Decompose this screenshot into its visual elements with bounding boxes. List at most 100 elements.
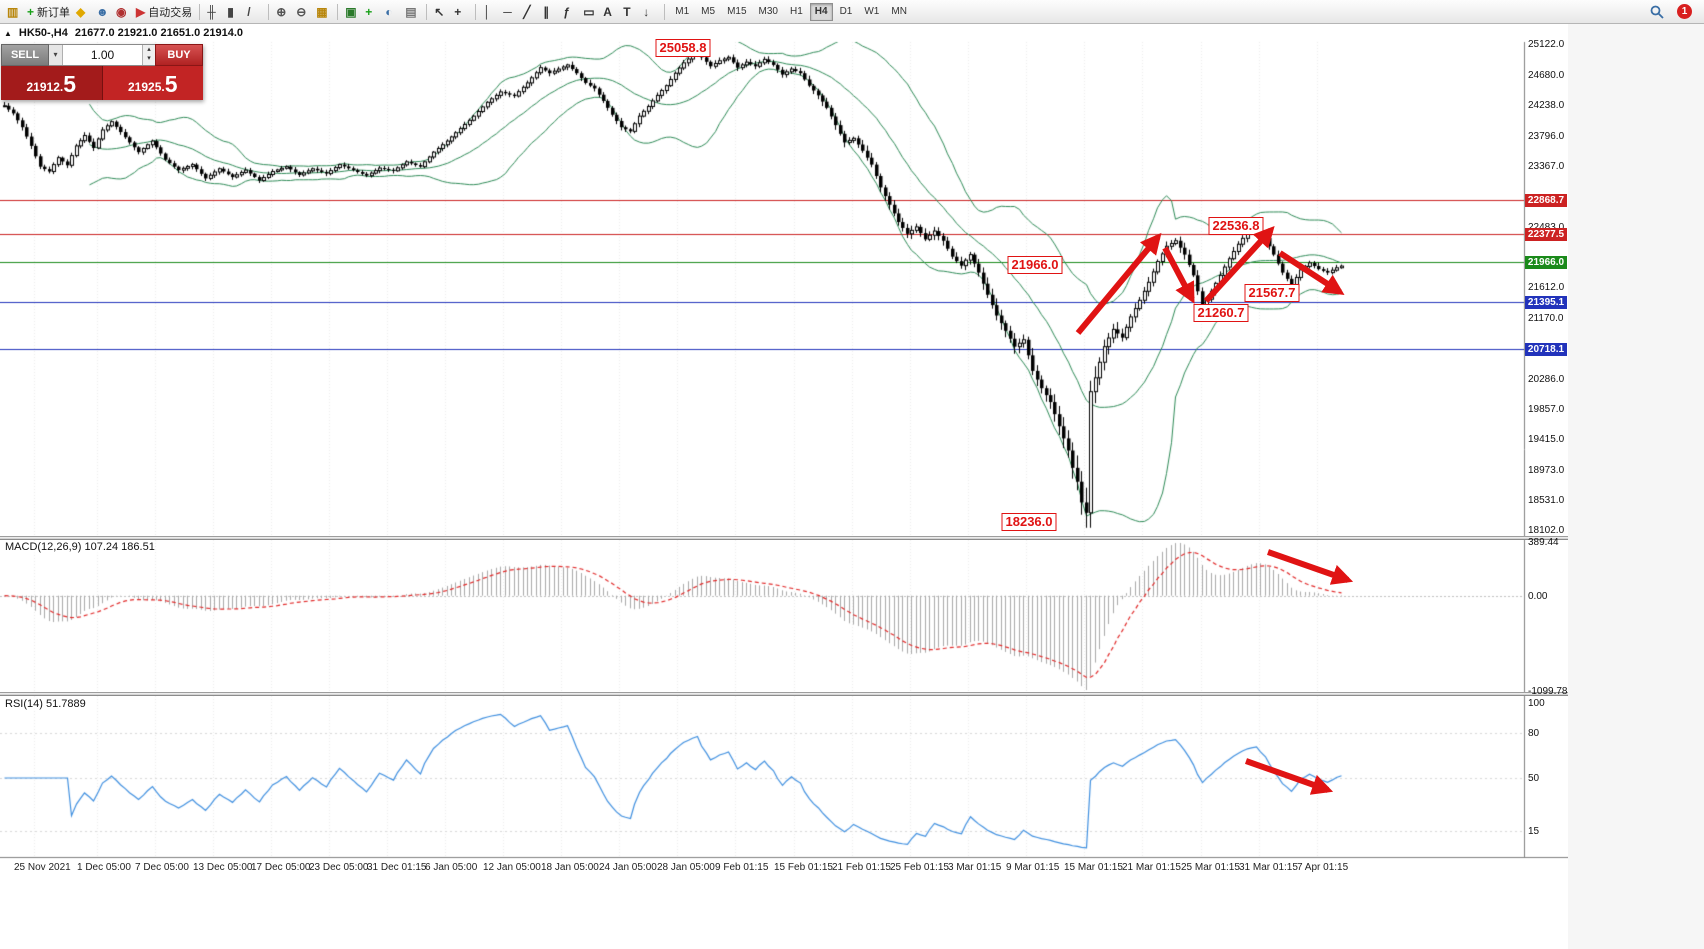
buy-button[interactable]: BUY xyxy=(155,44,203,66)
indicators-icon: + xyxy=(365,4,373,19)
chart-canvas[interactable] xyxy=(0,24,1568,949)
profiles-icon: ☻ xyxy=(96,4,109,19)
crosshair-button[interactable]: + xyxy=(451,2,471,22)
price-line-badge: 21395.1 xyxy=(1525,296,1567,310)
macd-pane-divider[interactable] xyxy=(0,536,1568,540)
lot-up-icon[interactable]: ▴ xyxy=(147,46,151,53)
new-chart-button[interactable]: ▥ xyxy=(4,2,24,22)
search-icon xyxy=(1650,5,1664,19)
tf-m5-button[interactable]: M5 xyxy=(696,3,720,21)
new-order-button[interactable]: + 新订单 xyxy=(24,2,73,22)
toolbar-separator xyxy=(337,3,339,20)
cursor-button[interactable]: ↖ xyxy=(431,2,451,22)
lot-value[interactable]: 1.00 xyxy=(90,48,115,62)
metaeditor-button[interactable]: ◆ xyxy=(73,2,93,22)
vertical-line-icon: │ xyxy=(483,4,491,19)
label-button[interactable]: T xyxy=(620,2,640,22)
tile-windows-icon: ▦ xyxy=(316,4,328,19)
sell-price[interactable]: 21912. 5 xyxy=(1,66,103,100)
price-line-badge: 20718.1 xyxy=(1525,342,1567,356)
fibonacci-icon: ƒ xyxy=(563,4,570,19)
data-window-button[interactable]: ◉ xyxy=(113,2,133,22)
lot-down-icon[interactable]: ▾ xyxy=(147,55,151,62)
price-tick-label: 21612.0 xyxy=(1528,282,1565,293)
sell-price-main: 21912. xyxy=(26,80,64,95)
notifications-badge[interactable]: 1 xyxy=(1677,4,1692,19)
time-tick-label: 28 Jan 05:00 xyxy=(657,862,715,873)
chart-symbol-title: HK50-,H4 xyxy=(18,27,68,39)
rsi-level-label: 15 xyxy=(1528,825,1540,837)
horizontal-line-icon: ─ xyxy=(503,4,512,19)
tf-m15-button[interactable]: M15 xyxy=(722,3,751,21)
price-tick-label: 18531.0 xyxy=(1528,495,1565,507)
arrow-tools-button[interactable]: ↓ xyxy=(640,2,660,22)
macd-min-label: -1099.78 xyxy=(1528,686,1568,697)
candlestick-chart-button[interactable]: ▮ xyxy=(224,2,244,22)
buy-price-main: 21925. xyxy=(128,80,165,95)
price-tick-label: 18102.0 xyxy=(1528,525,1565,536)
autotrading-button[interactable]: ▶ 自动交易 xyxy=(133,2,195,22)
zoom-out-icon: ⊖ xyxy=(296,4,307,19)
zoom-in-button[interactable]: ⊕ xyxy=(273,2,293,22)
line-chart-button[interactable]: / xyxy=(244,2,264,22)
rsi-level-label: 80 xyxy=(1528,728,1540,739)
price-line-badge: 21966.0 xyxy=(1525,256,1567,270)
arrow-tools-icon: ↓ xyxy=(643,4,650,19)
label-icon: T xyxy=(623,4,631,19)
shapes-button[interactable]: ▭ xyxy=(580,2,600,22)
toolbar-separator xyxy=(268,3,270,20)
tf-m1-button[interactable]: M1 xyxy=(670,3,694,21)
bar-chart-button[interactable]: ╫ xyxy=(204,2,224,22)
time-tick-label: 13 Dec 05:00 xyxy=(193,862,253,873)
shapes-icon: ▭ xyxy=(583,4,595,19)
chart-window: ▲ HK50-,H4 21677.0 21921.0 21651.0 21914… xyxy=(0,24,1568,949)
periods-icon: ◐ xyxy=(385,4,393,19)
sell-button[interactable]: SELL xyxy=(1,44,49,66)
tf-d1-button[interactable]: D1 xyxy=(835,3,858,21)
time-tick-label: 9 Mar 01:15 xyxy=(1006,862,1060,873)
text-button[interactable]: A xyxy=(600,2,620,22)
price-tick-label: 19415.0 xyxy=(1528,434,1565,446)
time-tick-label: 17 Dec 05:00 xyxy=(251,862,311,873)
indicators-button[interactable]: + xyxy=(362,2,382,22)
main-toolbar: ▥ + 新订单 ◆ ☻ ◉ ▶ 自动交易 ╫ ▮ / ⊕ ⊖ ▦ ▣ + ◐ ▤ ↖ + │ ─ ╱ ∥ ƒ ▭ A T ↓ M1 M5 M… xyxy=(0,0,1704,24)
metaeditor-icon: ◆ xyxy=(76,4,86,19)
toolbar-separator xyxy=(426,3,428,20)
tf-h1-button[interactable]: H1 xyxy=(785,3,808,21)
price-tick-label: 24680.0 xyxy=(1528,69,1565,81)
trendline-button[interactable]: ╱ xyxy=(520,2,540,22)
fibonacci-button[interactable]: ƒ xyxy=(560,2,580,22)
price-tick-label: 23796.0 xyxy=(1528,130,1565,142)
periods-button[interactable]: ◐ xyxy=(382,2,402,22)
buy-price[interactable]: 21925. 5 xyxy=(102,66,203,100)
tf-m30-button[interactable]: M30 xyxy=(754,3,783,21)
time-tick-label: 31 Dec 01:15 xyxy=(367,862,427,873)
macd-indicator-label: MACD(12,26,9) 107.24 186.51 xyxy=(5,541,155,553)
autotrading-label: 自动交易 xyxy=(148,6,193,19)
toolbar-button-groups: ▥ + 新订单 ◆ ☻ ◉ ▶ 自动交易 ╫ ▮ / ⊕ ⊖ ▦ ▣ + ◐ ▤ ↖ + │ ─ ╱ ∥ ƒ ▭ A T ↓ xyxy=(4,2,660,22)
profiles-button[interactable]: ☻ xyxy=(93,2,113,22)
price-tick-label: 23367.0 xyxy=(1528,160,1565,172)
new-window-button[interactable]: ▣ xyxy=(342,2,362,22)
tile-windows-button[interactable]: ▦ xyxy=(313,2,333,22)
tf-h4-button[interactable]: H4 xyxy=(809,2,833,21)
time-tick-label: 7 Apr 01:15 xyxy=(1297,862,1349,873)
search-button[interactable] xyxy=(1647,2,1667,22)
channel-button[interactable]: ∥ xyxy=(540,2,560,22)
price-tick-label: 19857.0 xyxy=(1528,403,1565,415)
lot-stepper[interactable]: ▴ ▾ xyxy=(142,45,155,65)
vertical-line-button[interactable]: │ xyxy=(480,2,500,22)
price-line-badge: 22868.7 xyxy=(1525,193,1567,207)
new-chart-icon: ▥ xyxy=(7,4,19,19)
rsi-pane-divider[interactable] xyxy=(0,692,1568,696)
macd-values: 107.24 186.51 xyxy=(84,541,155,553)
horizontal-line-button[interactable]: ─ xyxy=(500,2,520,22)
data-window-icon: ◉ xyxy=(116,4,127,19)
one-click-price-row: 21912. 5 21925. 5 xyxy=(1,66,203,100)
templates-button[interactable]: ▤ xyxy=(402,2,422,22)
zoom-out-button[interactable]: ⊖ xyxy=(293,2,313,22)
lot-dropdown-icon[interactable]: ▾ xyxy=(49,45,63,65)
tf-mn-button[interactable]: MN xyxy=(886,3,912,21)
tf-w1-button[interactable]: W1 xyxy=(859,3,884,21)
one-click-toggle-icon[interactable]: ▲ xyxy=(4,28,12,38)
